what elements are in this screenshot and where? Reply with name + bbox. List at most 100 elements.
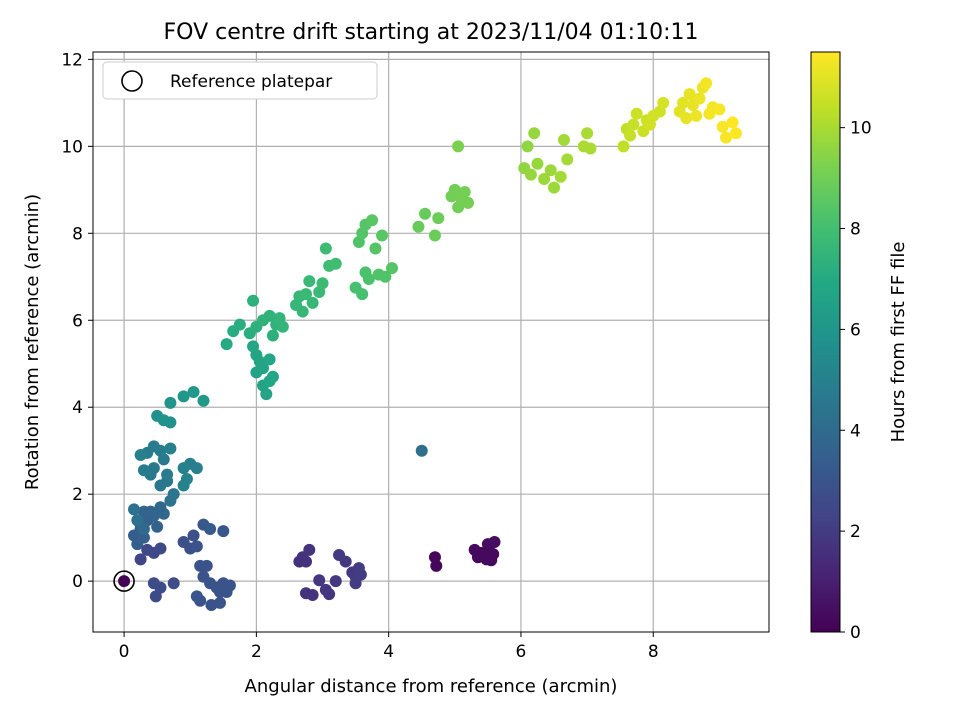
reference-ring — [113, 570, 135, 592]
data-point — [266, 370, 279, 383]
data-point — [584, 142, 597, 155]
data-point — [200, 559, 213, 572]
data-point — [538, 172, 551, 185]
data-point — [266, 329, 279, 342]
x-tick-label: 8 — [648, 642, 659, 662]
data-point — [419, 207, 432, 220]
colorbar-tick-label: 4 — [850, 421, 861, 441]
data-point — [362, 272, 375, 285]
data-point — [190, 540, 203, 553]
data-point — [356, 288, 369, 301]
data-point — [157, 507, 170, 520]
legend: Reference platepar — [102, 61, 378, 100]
data-point — [339, 555, 352, 568]
plot-frame — [92, 51, 770, 633]
data-point — [263, 353, 276, 366]
data-point — [233, 318, 246, 331]
data-point — [430, 559, 443, 572]
data-point — [187, 386, 200, 398]
data-point — [729, 127, 742, 140]
data-point — [128, 503, 141, 516]
data-point — [581, 127, 594, 140]
data-point — [524, 168, 537, 181]
data-point — [379, 270, 392, 283]
data-point — [217, 525, 230, 538]
colorbar-tick-label: 10 — [850, 119, 872, 139]
data-point — [680, 112, 693, 125]
data-point — [154, 479, 167, 492]
data-point — [366, 214, 379, 227]
data-point — [263, 309, 276, 322]
data-point — [726, 116, 739, 129]
data-point — [149, 590, 162, 603]
data-point — [713, 103, 726, 116]
data-point — [720, 131, 733, 144]
data-point — [177, 462, 190, 475]
y-axis-label: Rotation from reference (arcmin) — [22, 194, 43, 490]
data-point — [329, 575, 342, 588]
data-point — [276, 320, 289, 333]
data-point — [521, 140, 534, 153]
data-point — [693, 92, 706, 105]
data-point — [716, 120, 729, 133]
x-tick-label: 6 — [516, 642, 527, 662]
data-point — [617, 140, 630, 153]
data-point — [164, 442, 177, 455]
data-point — [154, 444, 167, 457]
colorbar — [810, 51, 841, 633]
colorbar-tick-label: 2 — [850, 522, 861, 542]
data-point — [462, 196, 475, 209]
data-point — [412, 220, 425, 233]
data-point — [147, 509, 160, 522]
legend-entry-label: Reference platepar — [170, 72, 332, 92]
data-point — [154, 542, 167, 555]
data-point — [137, 464, 150, 477]
data-point — [167, 488, 180, 501]
data-point — [657, 96, 670, 109]
data-point — [544, 164, 557, 177]
y-tick-label: 2 — [72, 485, 83, 505]
data-point — [458, 186, 471, 198]
data-point — [624, 129, 637, 142]
data-point — [303, 543, 316, 556]
data-point — [561, 153, 574, 166]
data-point — [247, 340, 260, 353]
colorbar-tick-label: 0 — [850, 623, 861, 643]
colorbar-ticks: 0 2 4 6 8 10 — [840, 119, 872, 643]
data-point — [223, 579, 236, 592]
data-point — [161, 468, 174, 481]
data-point — [204, 522, 217, 535]
data-point — [190, 462, 203, 475]
data-point — [220, 338, 233, 351]
y-tick-label: 6 — [72, 311, 83, 331]
data-point — [531, 157, 544, 170]
data-point — [296, 305, 309, 318]
y-axis-ticks: 0 2 4 6 8 10 12 — [61, 50, 93, 592]
y-tick-label: 8 — [72, 224, 83, 244]
data-point — [432, 212, 445, 225]
data-point — [452, 140, 465, 153]
data-point — [303, 275, 316, 288]
data-point — [167, 577, 180, 590]
data-point — [180, 472, 193, 485]
legend-marker-open-circle — [121, 70, 143, 92]
x-tick-label: 4 — [383, 642, 394, 662]
data-point — [415, 444, 428, 457]
colorbar-tick-label: 6 — [850, 320, 861, 340]
y-tick-label: 4 — [72, 398, 83, 418]
data-point — [557, 133, 570, 146]
data-point — [627, 118, 640, 131]
data-point — [323, 588, 336, 601]
data-point — [137, 522, 150, 535]
data-point — [385, 262, 398, 275]
data-point — [131, 514, 144, 527]
data-point — [306, 589, 319, 602]
data-point — [137, 531, 150, 544]
data-point — [690, 109, 703, 122]
x-tick-label: 2 — [251, 642, 262, 662]
data-point — [677, 96, 690, 109]
data-point — [194, 594, 207, 607]
data-point — [187, 529, 200, 542]
data-point — [683, 88, 696, 101]
data-point — [528, 127, 541, 140]
